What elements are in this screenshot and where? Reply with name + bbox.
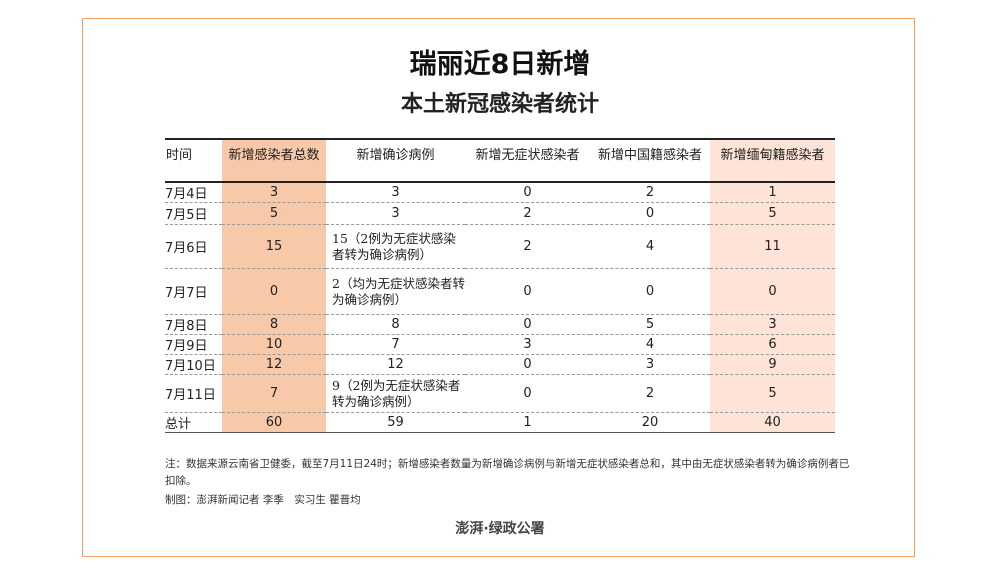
table-cell: 15 xyxy=(222,224,326,269)
footnote: 注：数据来源云南省卫健委，截至7月11日24时；新增感染者数量为新增确诊病例与新… xyxy=(165,458,850,487)
table-cell: 4 xyxy=(590,224,710,269)
table-cell: 10 xyxy=(222,334,326,355)
credit: 制图：澎湃新闻记者 李季 实习生 瞿晋均 xyxy=(165,494,361,506)
table-header: 时间 新增感染者总数 新增确诊病例 新增无症状感染者 新增中国籍感染者 新增缅甸籍感染者 xyxy=(165,138,835,183)
table-row: 总计 60 59 1 20 40 xyxy=(165,412,835,433)
table-cell: 2 xyxy=(590,374,710,413)
table-cell: 15（2例为无症状感染者转为确诊病例） xyxy=(326,224,465,269)
column-header: 新增无症状感染者 xyxy=(465,138,590,183)
table-cell: 0 xyxy=(465,354,590,375)
table-cell: 12 xyxy=(326,354,465,375)
table-cell: 7 xyxy=(222,374,326,413)
column-header: 时间 xyxy=(165,138,222,183)
column-header: 新增缅甸籍感染者 xyxy=(710,138,835,183)
table-cell: 0 xyxy=(590,202,710,225)
table-cell: 1 xyxy=(710,182,835,203)
table-cell: 40 xyxy=(710,412,835,433)
table-cell: 2 xyxy=(590,182,710,203)
table-cell: 7月7日 xyxy=(165,268,222,315)
table-cell: 20 xyxy=(590,412,710,433)
table-cell: 5 xyxy=(710,374,835,413)
table-row: 7月5日 5 3 2 0 5 xyxy=(165,202,835,225)
table-cell: 3 xyxy=(222,182,326,203)
table-cell: 60 xyxy=(222,412,326,433)
table-cell: 5 xyxy=(590,314,710,335)
table-row: 7月11日 7 9（2例为无症状感染者转为确诊病例） 0 2 5 xyxy=(165,374,835,413)
table-cell: 1 xyxy=(465,412,590,433)
table-cell: 总计 xyxy=(165,412,222,433)
table-cell: 3 xyxy=(465,334,590,355)
table-cell: 0 xyxy=(465,374,590,413)
table-cell: 3 xyxy=(590,354,710,375)
table-cell: 2 xyxy=(465,224,590,269)
table-row: 7月8日 8 8 0 5 3 xyxy=(165,314,835,335)
table-cell: 8 xyxy=(326,314,465,335)
table-cell: 12 xyxy=(222,354,326,375)
title: 瑞丽近8日新增 xyxy=(409,49,591,80)
table-cell: 9（2例为无症状感染者转为确诊病例） xyxy=(326,374,465,413)
table-cell: 3 xyxy=(710,314,835,335)
column-header: 新增中国籍感染者 xyxy=(590,138,710,183)
table-cell: 6 xyxy=(710,334,835,355)
column-header: 新增确诊病例 xyxy=(326,138,465,183)
logo: 澎湃·绿政公署 xyxy=(455,521,545,537)
table-cell: 4 xyxy=(590,334,710,355)
table-row: 7月4日 3 3 0 2 1 xyxy=(165,182,835,203)
table-cell: 0 xyxy=(222,268,326,315)
table-cell: 0 xyxy=(465,314,590,335)
table-cell: 0 xyxy=(590,268,710,315)
table-cell: 59 xyxy=(326,412,465,433)
table-row: 7月7日 0 2（均为无症状感染者转为确诊病例） 0 0 0 xyxy=(165,268,835,315)
table-cell: 11 xyxy=(710,224,835,269)
table-row: 7月6日 15 15（2例为无症状感染者转为确诊病例） 2 4 11 xyxy=(165,224,835,269)
table-cell: 3 xyxy=(326,182,465,203)
table-cell: 7月11日 xyxy=(165,374,222,413)
table-cell: 0 xyxy=(465,182,590,203)
frame-border xyxy=(82,18,915,557)
table-cell: 0 xyxy=(465,268,590,315)
table-cell: 5 xyxy=(222,202,326,225)
table-cell: 7月10日 xyxy=(165,354,222,375)
table-cell: 9 xyxy=(710,354,835,375)
table-cell: 2（均为无症状感染者转为确诊病例） xyxy=(326,268,465,315)
table-cell: 7月4日 xyxy=(165,182,222,203)
column-header: 新增感染者总数 xyxy=(222,138,326,183)
table-cell: 7月5日 xyxy=(165,202,222,225)
table-cell: 7月9日 xyxy=(165,334,222,355)
table-cell: 2 xyxy=(465,202,590,225)
table-cell: 7月8日 xyxy=(165,314,222,335)
table-cell: 7 xyxy=(326,334,465,355)
table-row: 7月9日 10 7 3 4 6 xyxy=(165,334,835,355)
table-cell: 0 xyxy=(710,268,835,315)
table-cell: 3 xyxy=(326,202,465,225)
stats-table: 时间 新增感染者总数 新增确诊病例 新增无症状感染者 新增中国籍感染者 新增缅甸籍感染者 … xyxy=(165,138,835,433)
subtitle: 本土新冠感染者统计 xyxy=(400,92,599,117)
table-row: 7月10日 12 12 0 3 9 xyxy=(165,354,835,375)
table-cell: 8 xyxy=(222,314,326,335)
table-cell: 7月6日 xyxy=(165,224,222,269)
table-cell: 5 xyxy=(710,202,835,225)
